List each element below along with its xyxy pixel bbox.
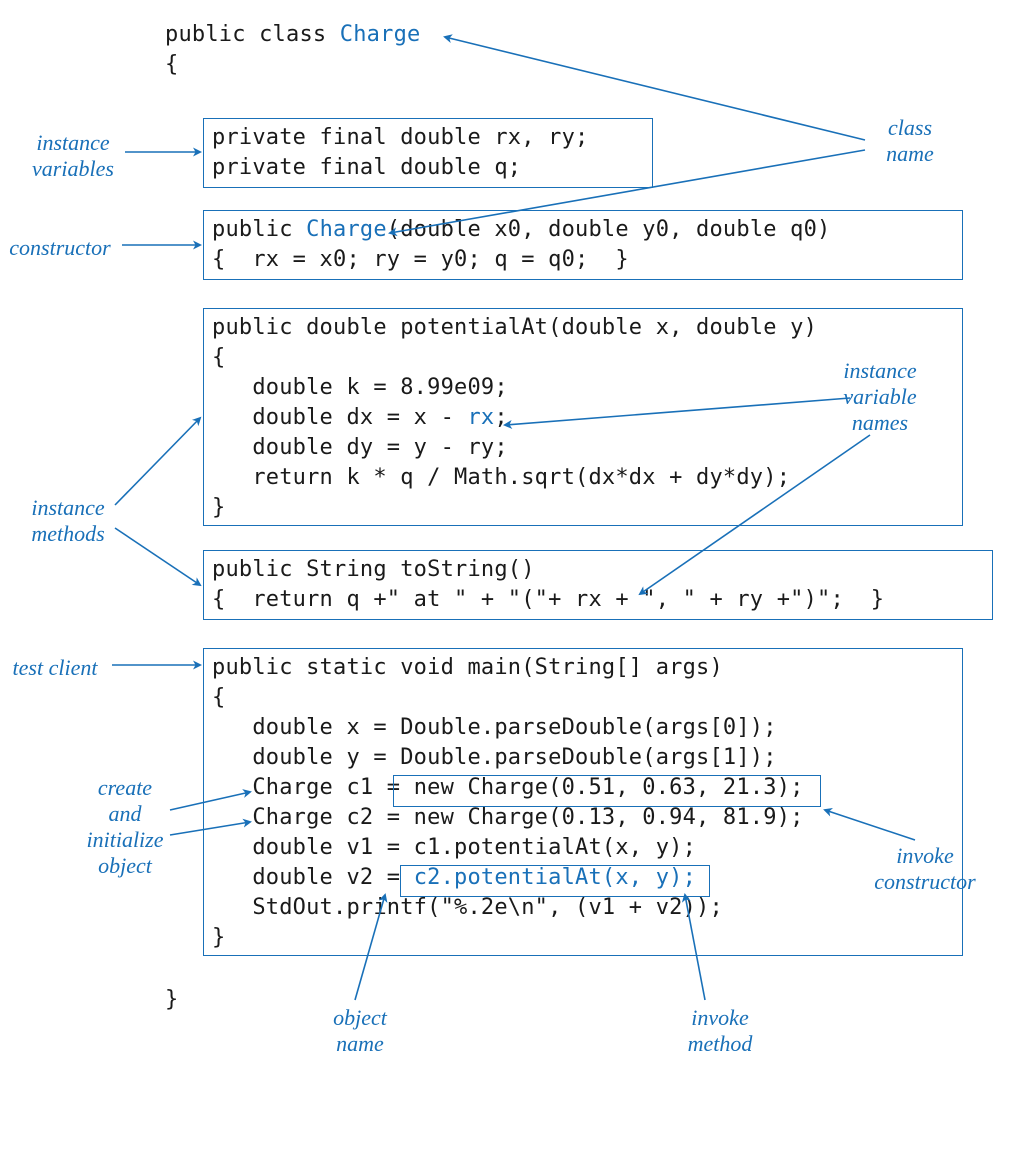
- label-constructor: constructor: [0, 235, 120, 261]
- invoke-method-box: [400, 865, 710, 897]
- ctor-code: public Charge(double x0, double y0, doub…: [212, 215, 831, 275]
- diagram-canvas: public class Charge { private final doub…: [0, 0, 1020, 1160]
- m1-l7: }: [212, 495, 225, 520]
- main-l10: }: [212, 925, 225, 950]
- method1-code: public double potentialAt(double x, doub…: [212, 313, 817, 523]
- methods-arrow-1: [115, 418, 200, 505]
- main-l7: double v1 = c1.potentialAt(x, y);: [212, 835, 696, 860]
- m2-l2: { return q +" at " + "("+ rx + ", " + ry…: [212, 587, 884, 612]
- m1-l5: double dy = y - ry;: [212, 435, 508, 460]
- main-l3: double x = Double.parseDouble(args[0]);: [212, 715, 777, 740]
- ctor-body: { rx = x0; ry = y0; q = q0; }: [212, 247, 629, 272]
- main-l5a: Charge c1 =: [212, 775, 414, 800]
- new-charge-box: [393, 775, 821, 807]
- class-decl: public class Charge {: [165, 20, 420, 80]
- label-invoke-method: invoke method: [660, 1005, 780, 1057]
- label-class-name: class name: [870, 115, 950, 167]
- label-object-name: object name: [310, 1005, 410, 1057]
- main-l4: double y = Double.parseDouble(args[1]);: [212, 745, 777, 770]
- ivars-code: private final double rx, ry; private fin…: [212, 123, 588, 183]
- m1-l4c: ;: [494, 405, 507, 430]
- main-l1: public static void main(String[] args): [212, 655, 723, 680]
- main-l2: {: [212, 685, 225, 710]
- label-test-client: test client: [0, 655, 110, 681]
- class-name-text: Charge: [340, 22, 421, 47]
- label-invoke-constructor: invoke constructor: [865, 843, 985, 895]
- ivars-line2: private final double q;: [212, 155, 521, 180]
- label-create-object: create and initialize object: [75, 775, 175, 879]
- m1-l6: return k * q / Math.sqrt(dx*dx + dy*dy);: [212, 465, 790, 490]
- methods-arrow-2: [115, 528, 200, 585]
- class-brace-close: }: [165, 985, 178, 1015]
- class-brace-open: {: [165, 52, 178, 77]
- m2-l1: public String toString(): [212, 557, 535, 582]
- m1-l1: public double potentialAt(double x, doub…: [212, 315, 817, 340]
- method2-code: public String toString() { return q +" a…: [212, 555, 884, 615]
- label-instance-variables: instance variables: [23, 130, 123, 182]
- class-decl-kw: public class: [165, 22, 340, 47]
- main-l8a: double v2 =: [212, 865, 414, 890]
- m1-l4a: double dx = x -: [212, 405, 467, 430]
- main-l6: Charge c2 = new Charge(0.13, 0.94, 81.9)…: [212, 805, 804, 830]
- label-ivar-names: instance variable names: [830, 358, 930, 436]
- ctor-params: (double x0, double y0, double q0): [387, 217, 831, 242]
- ctor-kw: public: [212, 217, 306, 242]
- main-l9: StdOut.printf("%.2e\n", (v1 + v2));: [212, 895, 723, 920]
- ivars-line1: private final double rx, ry;: [212, 125, 588, 150]
- m1-l3: double k = 8.99e09;: [212, 375, 508, 400]
- m1-rx: rx: [467, 405, 494, 430]
- m1-l2: {: [212, 345, 225, 370]
- label-instance-methods: instance methods: [18, 495, 118, 547]
- ctor-name: Charge: [306, 217, 387, 242]
